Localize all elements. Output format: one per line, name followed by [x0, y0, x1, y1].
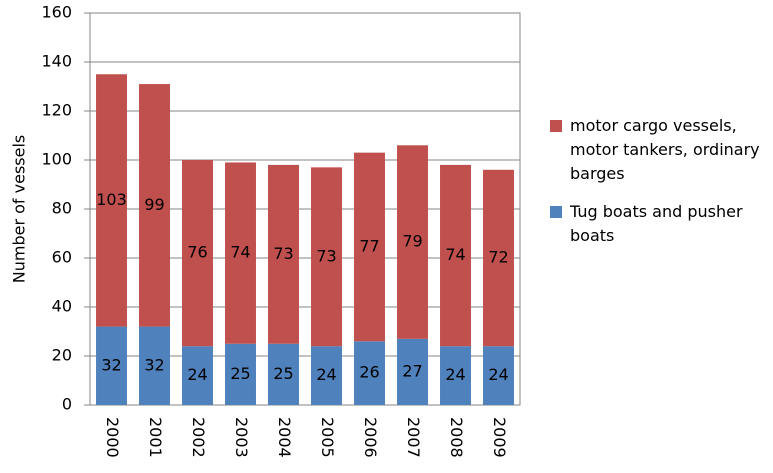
legend-label: motor cargo vessels, motor tankers, ordi… — [570, 116, 760, 183]
data-label: 26 — [359, 363, 379, 382]
bar-segment — [268, 343, 299, 405]
data-label: 32 — [101, 355, 121, 374]
x-tick-label: 2003 — [232, 417, 251, 458]
y-tick-label: 100 — [41, 150, 72, 169]
legend: motor cargo vessels, motor tankers, ordi… — [550, 114, 773, 262]
y-tick-label: 20 — [52, 346, 72, 365]
data-label: 27 — [402, 361, 422, 380]
legend-item: motor cargo vessels, motor tankers, ordi… — [550, 114, 773, 186]
y-tick-label: 40 — [52, 297, 72, 316]
bar-segment — [483, 169, 514, 347]
data-label: 73 — [316, 246, 336, 265]
plot-border — [89, 12, 521, 406]
y-axis-title: Number of vessels — [10, 135, 29, 283]
data-label: 32 — [144, 355, 164, 374]
legend-label: Tug boats and pusher boats — [570, 202, 743, 245]
bar-segment — [96, 326, 127, 405]
bar-segment — [182, 160, 213, 347]
bar-segment — [225, 343, 256, 405]
data-label: 25 — [230, 364, 250, 383]
x-tick-label: 2008 — [447, 417, 466, 458]
data-label: 24 — [488, 365, 508, 384]
bar-segment — [225, 162, 256, 344]
x-tick-label: 2005 — [318, 417, 337, 458]
bar-segment — [139, 84, 170, 327]
x-tick-label: 2009 — [490, 417, 509, 458]
data-label: 74 — [445, 245, 465, 264]
data-label: 25 — [273, 364, 293, 383]
bar-segment — [440, 346, 471, 405]
bar-segment — [397, 145, 428, 339]
legend-swatch — [550, 206, 562, 218]
data-label: 74 — [230, 243, 250, 262]
bar-segment — [268, 164, 299, 344]
x-tick-label: 2001 — [146, 417, 165, 458]
bar-segment — [139, 326, 170, 405]
x-tick-label: 2007 — [404, 417, 423, 458]
bar-segment — [354, 152, 385, 342]
x-tick-label: 2002 — [189, 417, 208, 458]
legend-item: Tug boats and pusher boats — [550, 200, 773, 248]
data-label: 99 — [144, 195, 164, 214]
y-tick-label: 160 — [41, 3, 72, 22]
x-tick-label: 2006 — [361, 417, 380, 458]
chart: Number of vessels 0 20 40 60 80 100 120 140 160 3… — [10, 3, 521, 458]
bar-segment — [311, 167, 342, 347]
data-label: 24 — [445, 365, 465, 384]
bar-segment — [397, 338, 428, 405]
data-label: 77 — [359, 236, 379, 255]
data-label: 79 — [402, 232, 422, 251]
data-label: 24 — [316, 365, 336, 384]
data-label: 24 — [187, 365, 207, 384]
y-tick-label: 120 — [41, 101, 72, 120]
bar-segment — [440, 164, 471, 347]
y-tick-label: 60 — [52, 248, 72, 267]
bar-segment — [311, 346, 342, 405]
data-label: 103 — [96, 190, 127, 209]
legend-swatch — [550, 120, 562, 132]
data-label: 73 — [273, 244, 293, 263]
y-tick-label: 80 — [52, 199, 72, 218]
bar-segment — [483, 346, 514, 405]
y-tick-label: 140 — [41, 52, 72, 71]
bar-segment — [182, 346, 213, 405]
bar-segment — [354, 341, 385, 405]
x-tick-label: 2004 — [275, 417, 294, 458]
bar-segment — [96, 74, 127, 327]
data-label: 72 — [488, 248, 508, 267]
y-tick-label: 0 — [62, 395, 72, 414]
data-label: 76 — [187, 243, 207, 262]
x-tick-label: 2000 — [103, 417, 122, 458]
